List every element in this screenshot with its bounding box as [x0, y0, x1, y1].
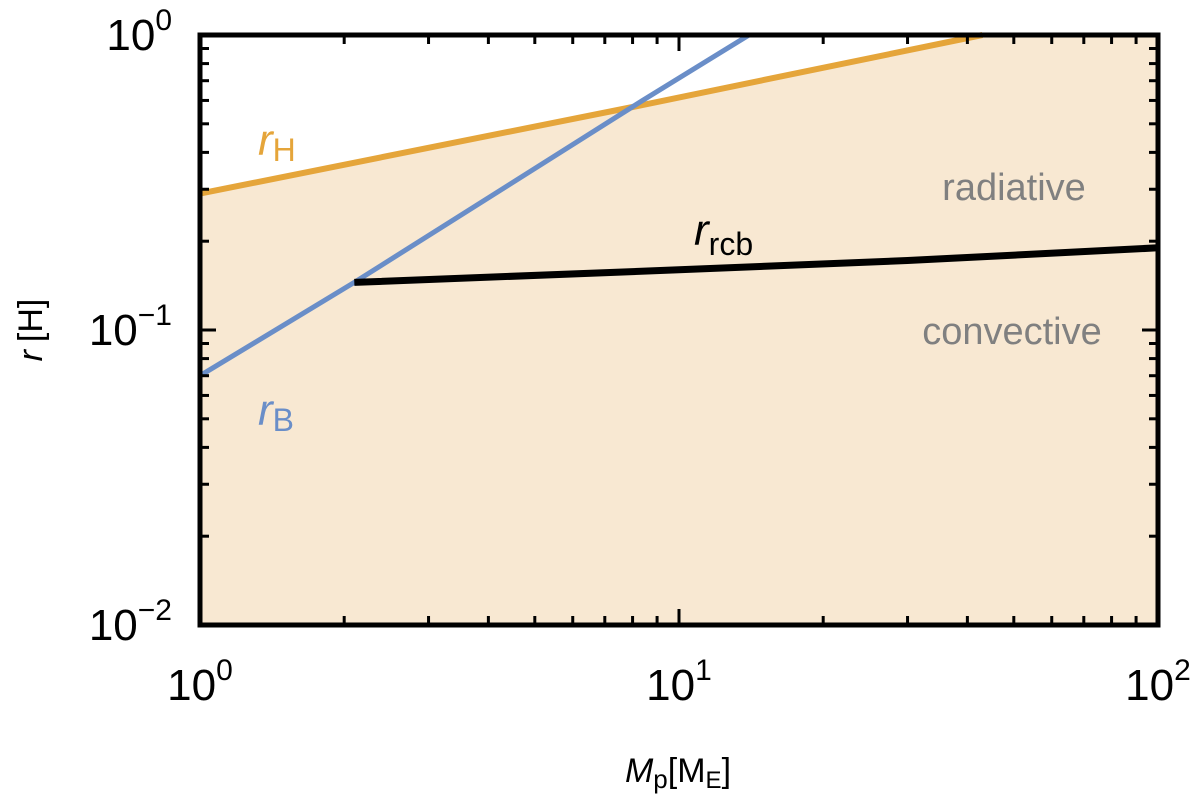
region-label-convective: convective: [922, 311, 1102, 353]
series-label-rH: rH: [258, 116, 296, 168]
shaded-region: [200, 35, 1158, 625]
y-tick-label: 10−1: [89, 299, 172, 355]
series-line-B: [198, 32, 751, 378]
y-tick-label: 10−2: [89, 594, 172, 650]
x-tick-label: 100: [167, 654, 233, 710]
series-label-rB: rB: [258, 386, 294, 438]
x-axis-label: Mp[ME]: [625, 752, 731, 794]
y-tick-label: 100: [106, 4, 172, 60]
region-label-radiative: radiative: [942, 167, 1086, 209]
y-axis-label: r[H]: [12, 299, 50, 362]
series-line-rcb: [354, 244, 1159, 286]
x-tick-label: 101: [646, 654, 712, 710]
x-tick-label: 102: [1125, 654, 1191, 710]
series-label-rrcb: rrcb: [694, 206, 753, 262]
